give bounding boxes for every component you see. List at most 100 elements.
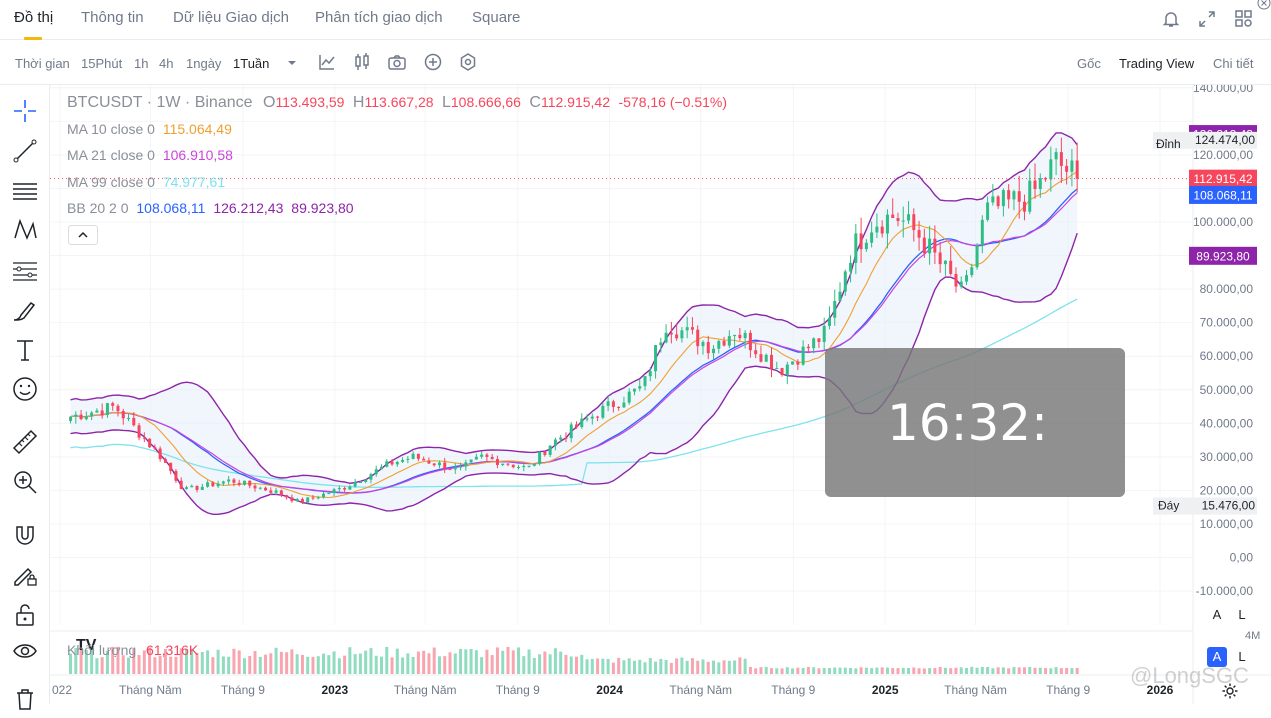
- lock-icon[interactable]: [11, 601, 39, 629]
- bb-lower-value: 89.923,80: [291, 200, 354, 216]
- candle-body: [838, 291, 842, 301]
- zoom-in-icon[interactable]: [11, 468, 39, 496]
- time-tick-label: Tháng 9: [1046, 683, 1090, 697]
- candle-body: [332, 489, 336, 494]
- volume-bar: [664, 660, 668, 674]
- add-icon[interactable]: [423, 52, 443, 72]
- price-tick-label: 140.000,00: [1193, 85, 1253, 95]
- expand-icon[interactable]: [1196, 8, 1218, 30]
- candle-body: [585, 418, 589, 420]
- brush-icon[interactable]: [11, 296, 39, 324]
- volume-bar: [79, 649, 83, 674]
- magnet-icon[interactable]: [11, 521, 39, 549]
- volume-bar: [996, 667, 1000, 674]
- pattern-icon[interactable]: [11, 216, 39, 244]
- volume-bar: [495, 647, 499, 674]
- candle-body: [379, 466, 383, 470]
- price-tick-label: 10.000,00: [1200, 517, 1254, 531]
- ma99-label: MA 99 close 0: [67, 174, 155, 190]
- tab-info[interactable]: Thông tin: [81, 9, 144, 26]
- candle-body: [517, 467, 521, 469]
- candle-body: [374, 469, 378, 475]
- grid-settings-icon[interactable]: [1233, 8, 1255, 30]
- candle-body: [416, 453, 420, 459]
- bb-mid-value: 108.068,11: [136, 200, 206, 216]
- tab-square[interactable]: Square: [472, 9, 521, 26]
- candle-body: [796, 361, 800, 365]
- timeframe-1w[interactable]: 1Tuần: [233, 56, 270, 71]
- crosshair-icon[interactable]: [11, 97, 39, 125]
- peak-value: 124.474,00: [1195, 133, 1255, 147]
- bollinger-upper-line: [70, 132, 1078, 485]
- volume-bar: [627, 658, 631, 674]
- volume-auto-scale-button[interactable]: A: [1207, 647, 1227, 667]
- volume-bar: [511, 650, 515, 674]
- volume-bar: [1017, 667, 1021, 674]
- settings-icon[interactable]: [458, 52, 478, 72]
- trendline-icon[interactable]: [11, 137, 39, 165]
- bell-icon[interactable]: [1160, 8, 1182, 30]
- lock-draw-icon[interactable]: [11, 561, 39, 589]
- fib-icon[interactable]: [11, 256, 39, 284]
- volume-bar: [385, 646, 389, 674]
- volume-bar: [480, 657, 484, 674]
- close-label: C: [529, 94, 541, 111]
- candle-body: [1059, 152, 1063, 166]
- candle-body: [1022, 201, 1026, 212]
- close-icon[interactable]: [1257, 0, 1271, 10]
- volume-bar: [469, 648, 473, 674]
- time-tick-label: Tháng Năm: [119, 683, 182, 697]
- tab-chart[interactable]: Đồ thị: [14, 9, 54, 26]
- candle-body: [358, 481, 362, 483]
- view-original[interactable]: Gốc: [1077, 56, 1101, 71]
- timeframe-15m[interactable]: 15Phút: [81, 56, 123, 71]
- view-depth[interactable]: Chi tiết: [1213, 56, 1254, 71]
- timeframe-4h[interactable]: 4h: [159, 56, 174, 71]
- candle-body: [469, 459, 473, 463]
- volume-bar: [543, 651, 547, 674]
- candle-body: [453, 467, 457, 470]
- candle-body: [769, 354, 773, 369]
- trash-icon[interactable]: [11, 685, 39, 713]
- candle-body: [242, 480, 246, 485]
- auto-scale-button[interactable]: A: [1207, 605, 1227, 625]
- candle-body: [337, 488, 341, 490]
- horizontal-lines-icon[interactable]: [11, 177, 39, 205]
- legend-collapse-button[interactable]: [68, 225, 98, 245]
- chevron-down-icon[interactable]: [282, 53, 302, 73]
- candle-body: [596, 416, 600, 418]
- candle-body: [912, 214, 916, 231]
- volume-bar: [801, 667, 805, 674]
- overlay-time-text: 16:32:: [887, 394, 1048, 452]
- timeframe-1h[interactable]: 1h: [134, 56, 149, 71]
- candle-body: [121, 411, 125, 419]
- candle-body: [891, 214, 895, 219]
- emoji-icon[interactable]: [11, 375, 39, 403]
- volume-log-scale-button[interactable]: L: [1232, 647, 1252, 667]
- ruler-icon[interactable]: [11, 428, 39, 456]
- volume-bar: [295, 654, 299, 674]
- candle-body: [480, 454, 484, 457]
- price-tick-label: -10.000,00: [1196, 584, 1254, 598]
- chart-settings-icon[interactable]: [1221, 682, 1239, 705]
- candle-body: [211, 482, 215, 487]
- camera-icon[interactable]: [387, 52, 407, 72]
- log-scale-button[interactable]: L: [1232, 605, 1252, 625]
- tab-trading-data[interactable]: Dữ liệu Giao dịch: [173, 9, 289, 26]
- volume-bar: [358, 653, 362, 674]
- timeframe-1d[interactable]: 1ngày: [186, 56, 222, 71]
- candle-body: [680, 330, 684, 339]
- active-tab-indicator: [24, 37, 42, 40]
- indicators-icon[interactable]: [352, 52, 372, 72]
- volume-bar: [353, 654, 357, 674]
- view-tradingview[interactable]: Trading View: [1119, 56, 1195, 71]
- text-icon[interactable]: [11, 336, 39, 364]
- candle-body: [870, 232, 874, 243]
- tab-trade-analysis[interactable]: Phân tích giao dịch: [315, 9, 443, 26]
- candle-body: [137, 425, 141, 438]
- volume-bar: [643, 662, 647, 674]
- candle-body: [733, 334, 737, 337]
- eye-icon[interactable]: [11, 637, 39, 665]
- volume-bar: [443, 656, 447, 674]
- chart-type-icon[interactable]: [317, 52, 337, 72]
